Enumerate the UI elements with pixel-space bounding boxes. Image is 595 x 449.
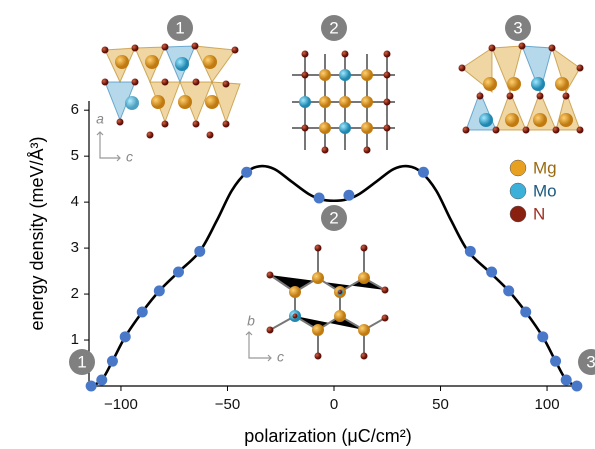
state-marker-label: 1 bbox=[77, 352, 86, 371]
state-marker-label: 3 bbox=[586, 352, 595, 371]
x-tick-label: 0 bbox=[330, 396, 338, 413]
inset-axis-label: a bbox=[96, 111, 104, 127]
state-marker-label: 3 bbox=[513, 18, 522, 37]
structure-2-center bbox=[267, 245, 389, 360]
legend-label: Mo bbox=[533, 181, 557, 200]
y-tick-label: 3 bbox=[71, 239, 79, 256]
y-tick-label: 6 bbox=[71, 101, 79, 118]
data-point bbox=[194, 246, 205, 257]
data-point bbox=[550, 356, 561, 367]
inset-axis-label: c bbox=[277, 349, 284, 365]
inset-axis-label: c bbox=[126, 149, 133, 165]
legend-swatch bbox=[510, 206, 526, 222]
data-point bbox=[537, 331, 548, 342]
x-tick-label: 50 bbox=[432, 396, 449, 413]
data-point bbox=[86, 381, 97, 392]
y-axis-label: energy density (meV/Å³) bbox=[27, 136, 47, 330]
data-point bbox=[520, 306, 531, 317]
data-point bbox=[486, 267, 497, 278]
data-point bbox=[465, 246, 476, 257]
y-tick-label: 5 bbox=[71, 147, 79, 164]
legend-label: Mg bbox=[533, 158, 557, 177]
legend-swatch bbox=[510, 160, 526, 176]
data-point bbox=[418, 167, 429, 178]
y-tick-label: 4 bbox=[71, 193, 79, 210]
structure-1 bbox=[102, 43, 241, 139]
data-point bbox=[120, 331, 131, 342]
state-marker-label: 2 bbox=[329, 18, 338, 37]
state-marker-label: 2 bbox=[329, 208, 338, 227]
legend-label: N bbox=[533, 204, 545, 223]
x-tick-label: −100 bbox=[104, 396, 138, 413]
y-tick-label: 2 bbox=[71, 285, 79, 302]
data-point bbox=[571, 381, 582, 392]
structure-3 bbox=[459, 43, 584, 134]
data-point bbox=[96, 375, 107, 386]
data-point bbox=[241, 167, 252, 178]
x-axis-label: polarization (μC/cm²) bbox=[244, 426, 411, 446]
legend-swatch bbox=[510, 183, 526, 199]
y-tick-label: 1 bbox=[71, 331, 79, 348]
structure-2-top bbox=[292, 51, 395, 154]
data-point bbox=[173, 267, 184, 278]
state-marker-label: 1 bbox=[175, 18, 184, 37]
data-point bbox=[154, 285, 165, 296]
chart: 1 2 3 4 5 6 −100 −50 0 50 100 polarization (μC/cm²)… bbox=[0, 0, 595, 449]
data-point bbox=[107, 356, 118, 367]
data-point bbox=[137, 306, 148, 317]
data-point bbox=[503, 285, 514, 296]
x-tick-label: 100 bbox=[535, 396, 560, 413]
energy-curve bbox=[91, 166, 577, 386]
x-tick-label: −50 bbox=[215, 396, 240, 413]
data-point bbox=[561, 375, 572, 386]
data-point bbox=[314, 192, 325, 203]
inset-axis-label: b bbox=[247, 313, 255, 329]
inset-axes bbox=[97, 132, 271, 361]
data-point bbox=[343, 190, 354, 201]
